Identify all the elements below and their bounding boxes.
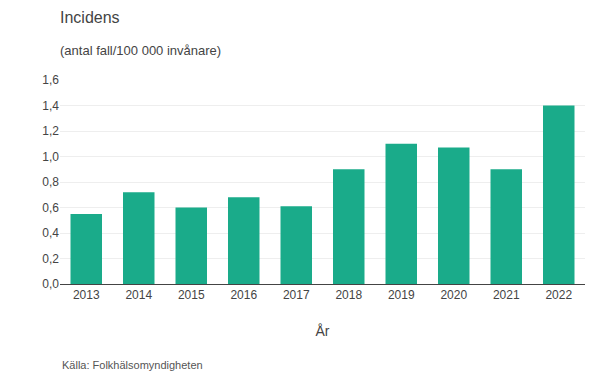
svg-text:0,2: 0,2: [42, 252, 59, 266]
svg-text:1,4: 1,4: [42, 99, 59, 113]
svg-text:(antal fall/100 000 invånare): (antal fall/100 000 invånare): [60, 43, 221, 58]
svg-text:2017: 2017: [283, 288, 310, 302]
svg-text:Källa: Folkhälsomyndigheten: Källa: Folkhälsomyndigheten: [62, 359, 203, 371]
svg-text:0,6: 0,6: [42, 201, 59, 215]
svg-text:0,8: 0,8: [42, 175, 59, 189]
svg-text:2019: 2019: [388, 288, 415, 302]
svg-text:År: År: [316, 323, 330, 339]
svg-text:2021: 2021: [493, 288, 520, 302]
svg-text:Incidens: Incidens: [60, 9, 120, 26]
svg-text:2013: 2013: [73, 288, 100, 302]
svg-text:2018: 2018: [335, 288, 362, 302]
svg-text:1,0: 1,0: [42, 150, 59, 164]
svg-text:2020: 2020: [440, 288, 467, 302]
svg-text:1,2: 1,2: [42, 124, 59, 138]
svg-text:0,4: 0,4: [42, 226, 59, 240]
svg-text:2016: 2016: [230, 288, 257, 302]
svg-text:2014: 2014: [125, 288, 152, 302]
svg-text:2022: 2022: [545, 288, 572, 302]
svg-text:1,6: 1,6: [42, 73, 59, 87]
svg-text:0,0: 0,0: [42, 277, 59, 291]
svg-text:2015: 2015: [178, 288, 205, 302]
